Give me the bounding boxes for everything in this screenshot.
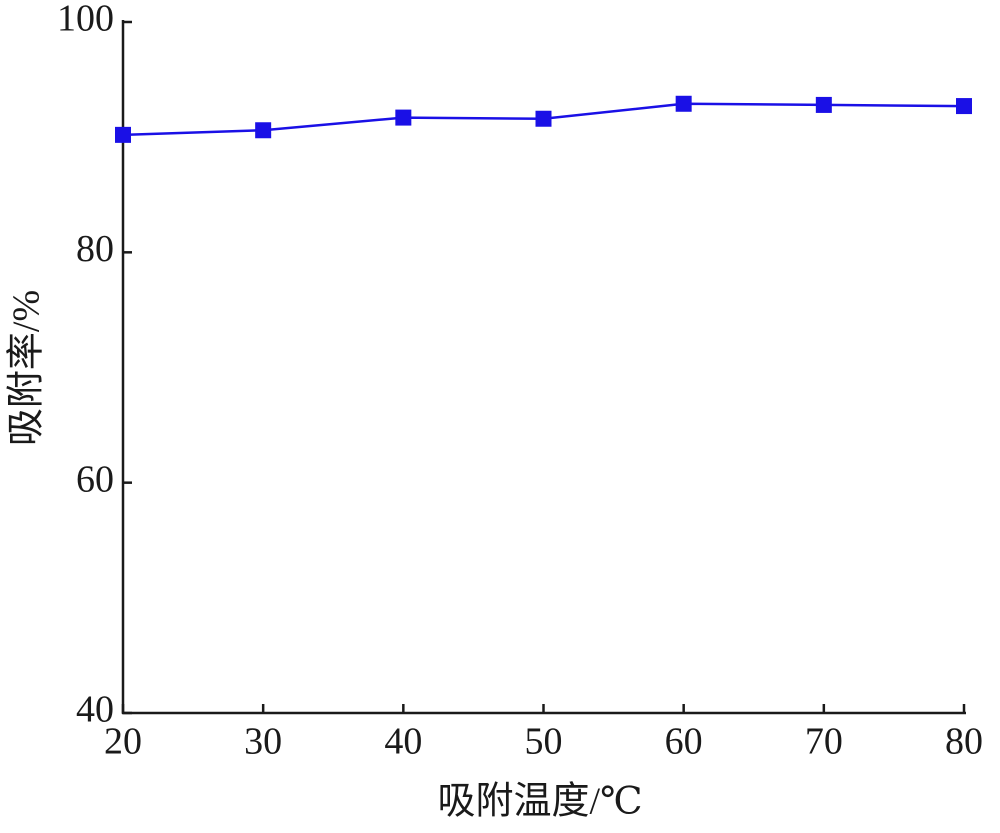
x-axis-label: 吸附温度/℃: [437, 781, 642, 823]
data-marker: [675, 95, 692, 112]
data-marker: [815, 96, 832, 113]
x-tick-label: 60: [665, 721, 703, 763]
y-tick-label: 100: [57, 0, 114, 40]
y-tick-label: 60: [76, 458, 114, 500]
x-tick-label: 40: [384, 721, 422, 763]
x-tick-label: 70: [805, 721, 843, 763]
x-tick-label: 20: [104, 721, 142, 763]
data-marker: [395, 109, 412, 126]
x-tick-label: 80: [945, 721, 983, 763]
x-tick-label: 50: [525, 721, 563, 763]
data-marker: [535, 110, 552, 127]
x-tick-label: 30: [244, 721, 282, 763]
y-tick-label: 40: [76, 689, 114, 731]
y-axis-label: 吸附率/%: [6, 290, 48, 446]
data-marker: [255, 122, 272, 139]
data-marker: [115, 126, 131, 143]
y-tick-label: 80: [76, 228, 114, 270]
data-marker: [956, 98, 972, 115]
